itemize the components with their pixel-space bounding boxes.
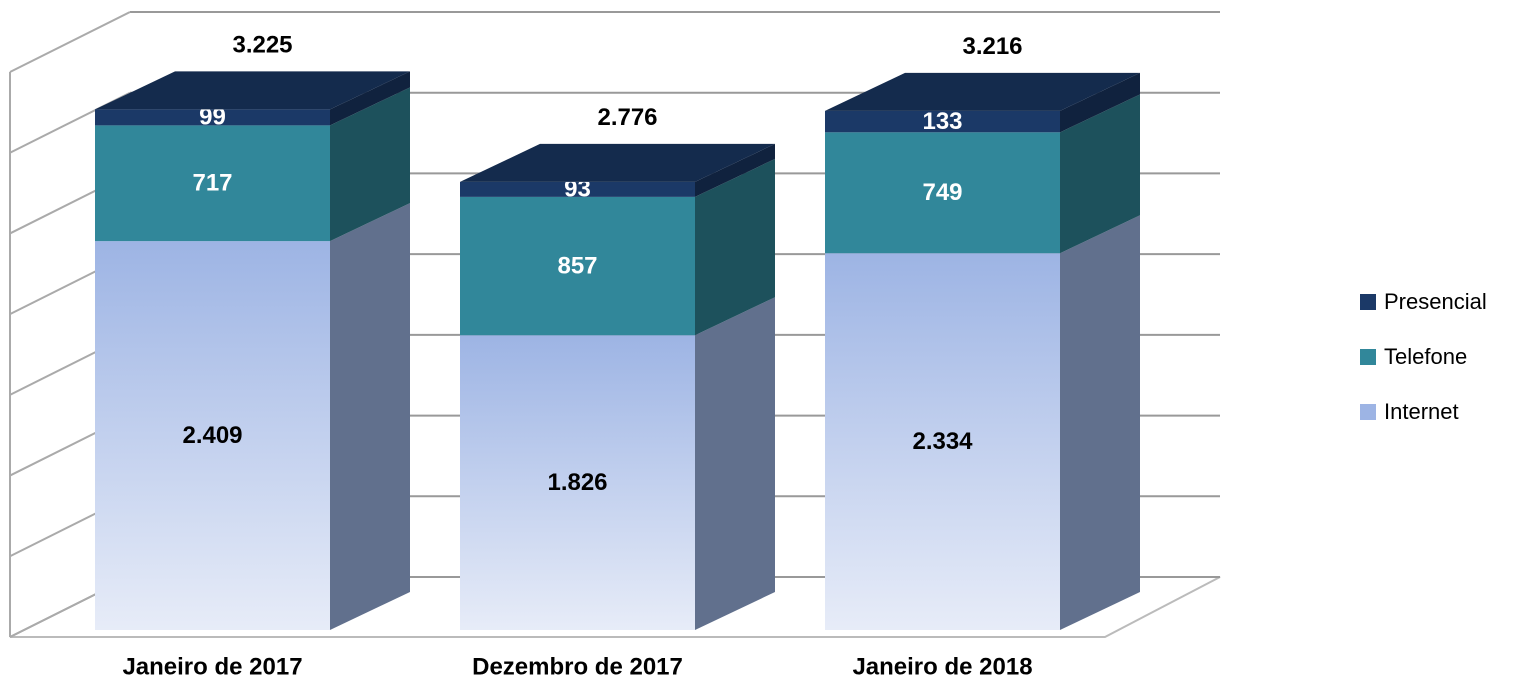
bar-segment <box>95 109 330 126</box>
bar-top <box>460 143 775 182</box>
bar-side <box>330 87 410 242</box>
bar-segment <box>825 132 1060 254</box>
bar-segment <box>460 181 695 197</box>
bar-segment <box>825 253 1060 630</box>
legend-label: Telefone <box>1384 344 1467 369</box>
bar-side <box>1060 72 1140 133</box>
bar-segment <box>825 110 1060 133</box>
side-grid-line <box>9 11 131 73</box>
bar-side <box>695 297 775 630</box>
bar-side <box>695 143 775 197</box>
legend-swatch <box>1360 294 1376 310</box>
bar-top <box>95 71 410 110</box>
x-tick-label: Janeiro de 2018 <box>852 653 1032 680</box>
legend-swatch <box>1360 349 1376 365</box>
total-label: 2.776 <box>597 104 657 131</box>
legend-label: Internet <box>1384 399 1459 424</box>
value-label: 2.334 <box>912 428 973 455</box>
x-tick-label: Janeiro de 2017 <box>122 653 302 680</box>
value-label: 857 <box>557 252 597 279</box>
value-label: 2.409 <box>182 422 242 449</box>
value-label: 1.826 <box>547 469 607 496</box>
bar-top <box>825 72 1140 111</box>
bar-segment <box>95 241 330 630</box>
value-label: 717 <box>192 170 232 197</box>
x-tick-label: Dezembro de 2017 <box>472 653 683 680</box>
bar-segment <box>460 196 695 336</box>
bar-side <box>695 158 775 336</box>
legend-label: Presencial <box>1384 289 1487 314</box>
value-label: 133 <box>922 108 962 135</box>
value-label: 749 <box>922 179 962 206</box>
bar-segment <box>460 335 695 630</box>
bar-side <box>1060 215 1140 630</box>
bar-segment <box>95 125 330 242</box>
bar-side <box>1060 94 1140 254</box>
legend-swatch <box>1360 404 1376 420</box>
total-label: 3.216 <box>962 33 1022 60</box>
bar-side <box>330 71 410 126</box>
bar-side <box>330 203 410 630</box>
total-label: 3.225 <box>232 32 292 59</box>
